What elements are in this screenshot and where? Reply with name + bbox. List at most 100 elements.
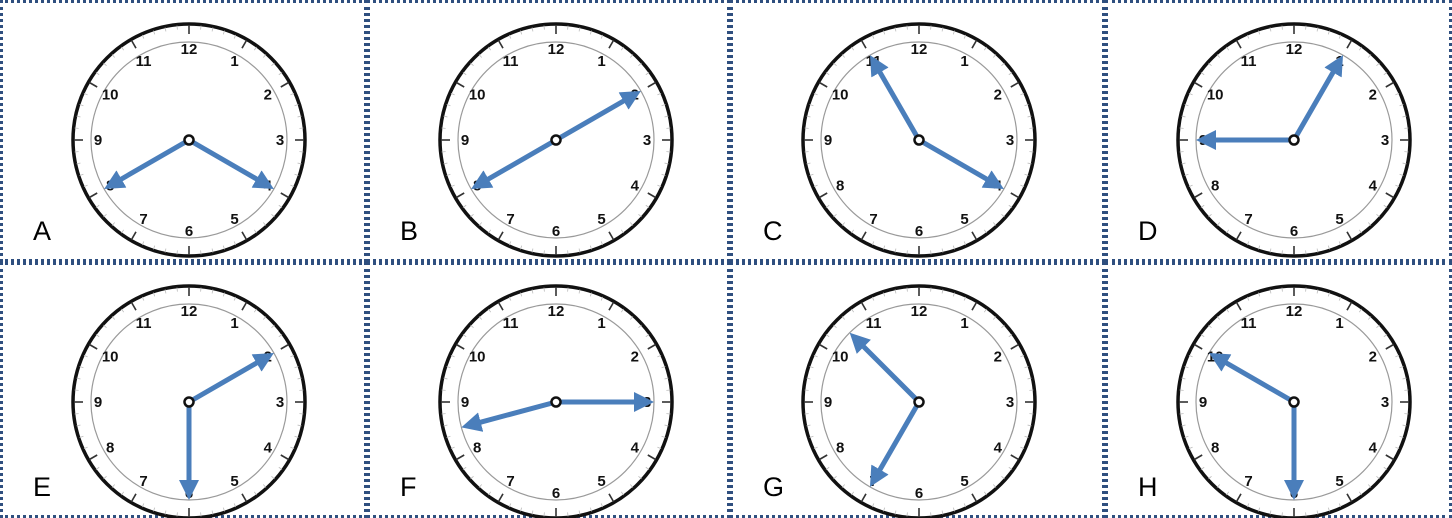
tick-mark: [153, 245, 156, 250]
tick-mark: [833, 475, 837, 480]
tick-mark: [233, 34, 237, 39]
tick-mark: [629, 484, 634, 488]
tick-mark: [645, 334, 650, 338]
clock-numeral: 6: [915, 223, 923, 240]
tick-mark: [262, 222, 267, 226]
tick-mark: [290, 446, 295, 450]
clock-numeral: 8: [106, 440, 114, 457]
tick-mark: [164, 289, 167, 294]
tick-mark: [297, 424, 302, 427]
tick-mark: [1200, 204, 1205, 208]
clock-numeral: 8: [473, 440, 481, 457]
tick-mark: [661, 366, 666, 369]
tick-mark: [1358, 46, 1362, 51]
tick-mark: [508, 503, 512, 508]
tick-mark: [89, 454, 98, 461]
clock-card-e[interactable]: 12 1 2 3 4 5 6 7 8 9 10 11 E: [0, 262, 367, 518]
tick-mark: [1020, 184, 1025, 188]
clock-arrow-2: [471, 137, 558, 190]
tick-mark: [963, 503, 967, 508]
tick-mark: [629, 222, 634, 226]
tick-mark: [1181, 424, 1186, 427]
clock-numeral: 2: [264, 87, 272, 104]
tick-mark: [153, 507, 156, 512]
tick-mark: [278, 204, 283, 208]
clock-card-f[interactable]: 12 1 2 3 4 5 6 7 8 9 10 11 F: [367, 262, 730, 518]
tick-mark: [1395, 446, 1400, 450]
clock-arrow-1: [554, 91, 641, 143]
tick-mark: [290, 354, 295, 358]
tick-mark: [1181, 162, 1186, 165]
clock-numeral: 11: [136, 315, 152, 332]
tick-mark: [600, 503, 604, 508]
tick-mark: [952, 292, 955, 297]
tick-mark: [941, 510, 944, 515]
clock-card-d[interactable]: 12 1 2 3 4 5 6 7 8 9 10 11 D: [1105, 0, 1452, 262]
clock-numeral: 11: [1241, 315, 1257, 332]
tick-mark: [1338, 241, 1342, 246]
tick-mark: [971, 493, 978, 502]
tick-mark: [1316, 289, 1319, 294]
tick-mark: [1376, 213, 1380, 218]
tick-mark: [130, 40, 137, 49]
tick-mark: [664, 377, 669, 380]
tick-mark: [121, 46, 125, 51]
clock-numeral: 3: [276, 394, 284, 411]
tick-mark: [638, 62, 642, 67]
tick-mark: [456, 454, 465, 461]
tick-mark: [450, 184, 455, 188]
tick-mark: [95, 204, 100, 208]
tick-mark: [1001, 475, 1005, 480]
clock-numeral: 3: [1006, 132, 1014, 149]
tick-mark: [497, 40, 504, 49]
tick-mark: [297, 377, 302, 380]
clock-center-pin: [913, 396, 925, 408]
tick-mark: [211, 27, 214, 32]
tick-mark: [478, 54, 483, 58]
tick-mark: [478, 222, 483, 226]
tick-mark: [578, 510, 581, 515]
clock-card-g[interactable]: 12 1 2 3 4 5 6 7 8 9 10 11 G: [730, 262, 1105, 518]
clock-numeral: 7: [506, 473, 514, 490]
tick-mark: [488, 229, 492, 234]
tick-mark: [111, 54, 116, 58]
tick-mark: [860, 302, 867, 311]
clock-inner-ring: [1195, 303, 1393, 501]
tick-mark: [450, 92, 455, 96]
tick-mark: [992, 484, 997, 488]
clock-numeral: 11: [136, 53, 152, 70]
tick-mark: [462, 72, 467, 76]
tick-mark: [271, 324, 275, 329]
tick-mark: [1188, 184, 1193, 188]
tick-mark: [825, 72, 830, 76]
clock-center-pin: [913, 134, 925, 146]
tick-mark: [450, 354, 455, 358]
tick-mark: [1338, 503, 1342, 508]
tick-mark: [647, 192, 656, 199]
clock-card-h[interactable]: 12 1 2 3 4 5 6 7 8 9 10 11 H: [1105, 262, 1452, 518]
tick-mark: [1181, 115, 1186, 118]
tick-mark: [661, 435, 666, 438]
clock-letter-label: H: [1138, 472, 1158, 502]
clock-numeral: 7: [139, 211, 147, 228]
tick-mark: [1376, 62, 1380, 67]
tick-mark: [290, 92, 295, 96]
tick-mark: [1001, 324, 1005, 329]
tick-mark: [488, 46, 492, 51]
tick-mark: [1385, 81, 1394, 88]
clock-card-c[interactable]: 12 1 2 3 4 5 6 7 8 9 10 11 C: [730, 0, 1105, 262]
tick-mark: [1269, 248, 1272, 253]
clock-card-a[interactable]: 12 1 2 3 4 5 6 7 8 9 10 11 A: [0, 0, 367, 262]
tick-mark: [222, 507, 225, 512]
clock-numeral: 8: [1211, 178, 1219, 195]
tick-mark: [894, 248, 897, 253]
clock-card-b[interactable]: 12 1 2 3 4 5 6 7 8 9 10 11 B: [367, 0, 730, 262]
tick-mark: [79, 366, 84, 369]
clock-numeral: 12: [911, 303, 928, 320]
tick-mark: [211, 289, 214, 294]
clock-numeral: 6: [1290, 223, 1298, 240]
tick-mark: [1327, 245, 1330, 250]
tick-mark: [443, 162, 448, 165]
